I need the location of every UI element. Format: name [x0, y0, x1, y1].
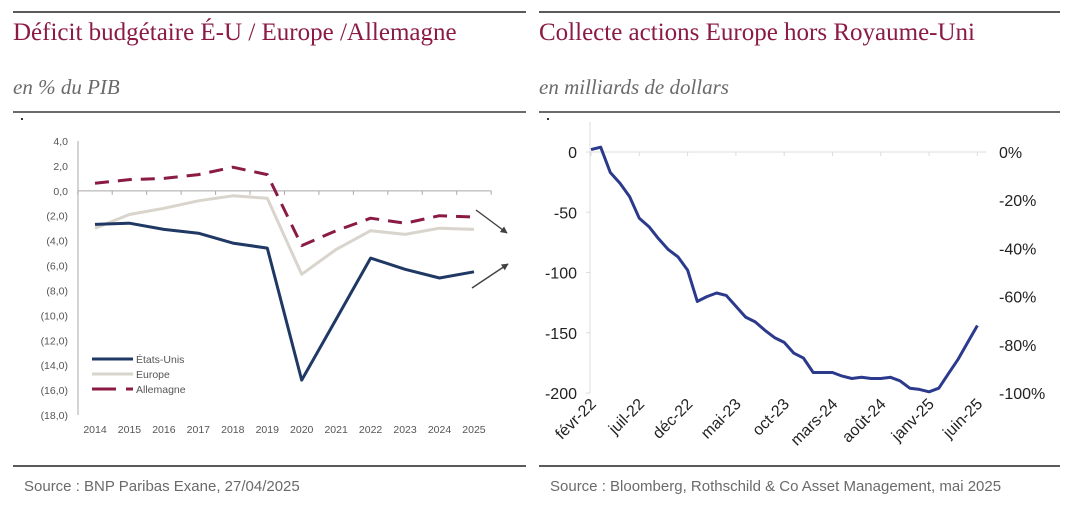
y-tick-label: (12,0) [41, 335, 68, 347]
arrow-down-right-icon [475, 209, 508, 234]
y2-tick-label: -60% [999, 290, 1036, 307]
left-chart-subtitle: en % du PIB [13, 75, 120, 99]
y-tick-label: (4,0) [46, 236, 68, 248]
x-tick-label: oct-23 [750, 396, 794, 440]
arrow-up-right-icon [471, 263, 509, 289]
x-tick-label: déc-22 [650, 396, 697, 443]
series-line-allemagne [94, 165, 475, 248]
x-tick-label: janv-25 [888, 396, 938, 446]
left-chart-title: Déficit budgétaire É-U / Europe /Allemag… [13, 19, 457, 46]
x-tick-label: 2024 [428, 424, 452, 436]
x-tick-label: 2023 [393, 424, 417, 436]
legend-label: États-Unis [136, 353, 184, 366]
x-tick-label: mai-23 [698, 396, 745, 443]
y-tick-label: (6,0) [46, 261, 68, 273]
right-chart-title: Collecte actions Europe hors Royaume-Uni [539, 19, 975, 46]
y-tick-label: 4,0 [53, 136, 68, 148]
right-panel: Collecte actions Europe hors Royaume-Uni… [539, 0, 1060, 505]
y-tick-label: (2,0) [46, 211, 68, 223]
x-tick-label: 2019 [256, 424, 280, 436]
x-tick-label: août-24 [839, 396, 889, 446]
series-line--tats-unis [94, 221, 475, 382]
bottom-divider [13, 465, 526, 467]
y-tick-label: (10,0) [41, 310, 68, 322]
y-tick-label: (14,0) [41, 360, 68, 372]
x-tick-label: 2022 [359, 424, 383, 436]
marker-dot [547, 118, 549, 120]
x-tick-label: 2015 [118, 424, 142, 436]
series-line-europe [94, 194, 475, 276]
y-tick-label: 0,0 [53, 186, 68, 198]
legend-label: Europe [136, 369, 170, 381]
legend-label: Allemagne [136, 384, 186, 396]
right-source: Source : Bloomberg, Rothschild & Co Asse… [550, 478, 1002, 495]
x-tick-label: 2018 [221, 424, 245, 436]
bottom-divider [539, 465, 1060, 467]
x-tick-label: juil-22 [605, 396, 648, 439]
top-divider [539, 11, 1060, 13]
y-tick-label: (8,0) [46, 285, 68, 297]
y2-tick-label: 0% [999, 145, 1022, 162]
x-tick-label: 2020 [290, 424, 314, 436]
mid-divider [539, 111, 1060, 113]
y-tick-label: -150 [545, 326, 577, 343]
y-tick-label: (18,0) [41, 410, 68, 422]
marker-dot [21, 118, 23, 120]
x-tick-label: 2017 [187, 424, 211, 436]
y2-tick-label: -100% [999, 386, 1045, 403]
y-tick-label: -50 [554, 205, 577, 222]
y2-tick-label: -20% [999, 193, 1036, 210]
top-divider [13, 11, 526, 13]
mid-divider [13, 111, 526, 113]
series-line-collecte [590, 145, 979, 394]
x-tick-label: mars-24 [788, 396, 842, 450]
x-tick-label: 2016 [152, 424, 176, 436]
y2-tick-label: -80% [999, 338, 1036, 355]
x-tick-label: juin-25 [940, 396, 987, 443]
y-tick-label: -200 [545, 386, 577, 403]
y-tick-label: (16,0) [41, 385, 68, 397]
y-tick-label: 2,0 [53, 161, 68, 173]
x-tick-label: 2014 [83, 424, 107, 436]
y2-tick-label: -40% [999, 241, 1036, 258]
y-tick-label: 0 [568, 145, 577, 162]
x-tick-label: 2025 [462, 424, 486, 436]
x-tick-label: 2021 [324, 424, 348, 436]
left-source: Source : BNP Paribas Exane, 27/04/2025 [24, 478, 300, 495]
right-chart-subtitle: en milliards de dollars [539, 75, 729, 99]
y-tick-label: -100 [545, 266, 577, 283]
left-panel: Déficit budgétaire É-U / Europe /Allemag… [13, 0, 526, 505]
